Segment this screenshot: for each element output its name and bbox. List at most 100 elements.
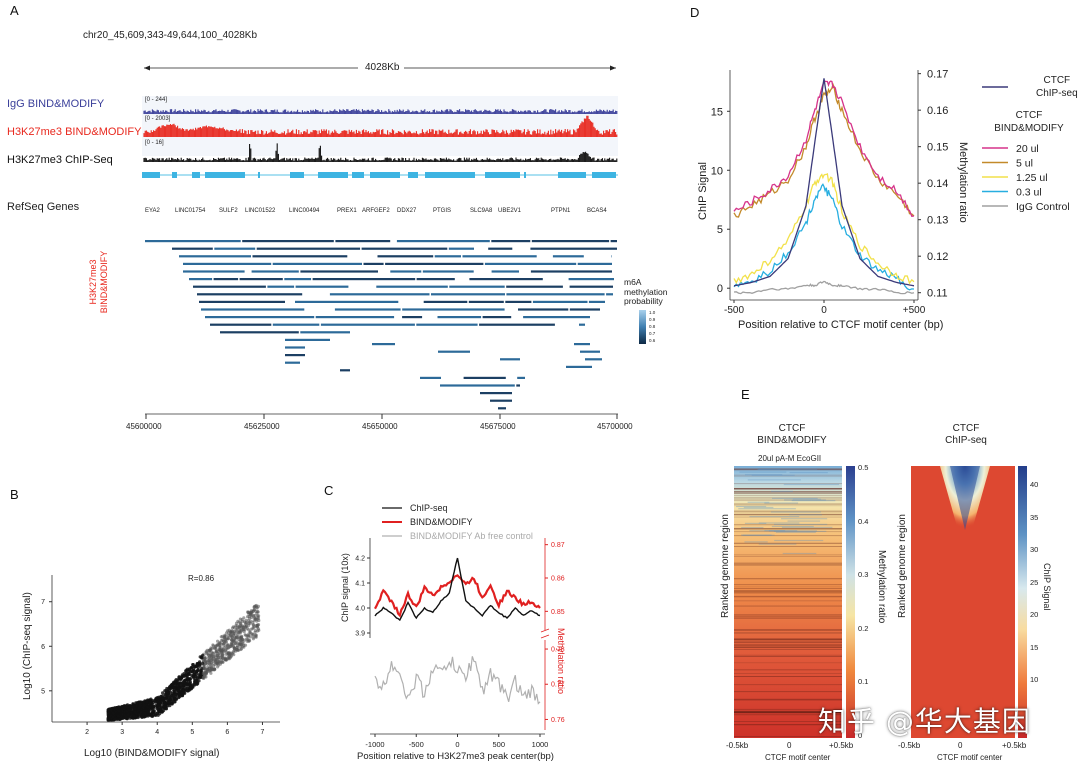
scatter-point [159, 699, 163, 703]
y-tick-label: 10 [711, 165, 723, 177]
scatter-point [211, 655, 215, 659]
scatter-points [106, 603, 261, 722]
heatmap-row-line [734, 645, 842, 646]
read-segment [610, 240, 617, 243]
scatter-point [197, 679, 201, 683]
heatmap-row-line [792, 498, 821, 500]
scatter-point [242, 616, 246, 620]
colorbar-tick-label: 0.2 [858, 623, 869, 633]
scatter-point [109, 707, 113, 711]
track-signal [143, 143, 618, 162]
panel-c-chart: ChIP-seq BIND&MODIFY BIND&MODIFY Ab free c… [355, 503, 564, 749]
scatter-point [126, 713, 130, 717]
read-segment [285, 361, 300, 364]
axis-tick-label: 45625000 [244, 422, 280, 431]
scatter-point [178, 681, 182, 685]
read-segment [500, 358, 520, 361]
scatter-point [145, 705, 149, 709]
heatmap-row-line [768, 530, 817, 532]
heatmap-row-line [789, 514, 822, 516]
scatter-point [254, 609, 258, 614]
read-segment [199, 300, 285, 303]
scatter-point [207, 655, 211, 659]
heatmap-row-line [734, 516, 842, 518]
heatmap-row-line [734, 638, 842, 639]
heatmap-row-line [781, 518, 828, 520]
heatmap-row-line [734, 469, 842, 471]
colorbar-tick-label: 25 [1030, 577, 1039, 587]
read-segment [516, 384, 520, 387]
heatmap-row-line [734, 564, 842, 566]
x-tick-label: -1000 [365, 740, 384, 749]
scatter-point [120, 707, 125, 711]
gene-block [370, 172, 400, 178]
scatter-point [232, 649, 236, 653]
scatter-point [245, 626, 249, 630]
gene-block [352, 172, 364, 178]
track-label-chip-seq: H3K27me3 ChIP-Seq [7, 154, 113, 166]
scatter-point [173, 700, 177, 704]
scatter-point [168, 698, 172, 702]
scatter-point [232, 653, 236, 657]
scatter-point [195, 682, 199, 686]
tracks-background [142, 96, 618, 156]
read-segment [402, 316, 423, 319]
scatter-point [215, 643, 219, 647]
heatmap-row-line [734, 475, 842, 477]
read-segment [285, 338, 330, 341]
heatmap-row-line [745, 474, 783, 476]
scatter-point [224, 637, 229, 641]
heatmap-row-line [734, 562, 842, 564]
scatter-point [117, 709, 121, 713]
span-label: 4028Kb [365, 62, 400, 73]
heatmap-row-line [751, 474, 795, 476]
heatmap-right-colorbar [1018, 466, 1027, 738]
heatmap-row-line [734, 616, 842, 618]
heatmap-row-line [734, 528, 842, 530]
scatter-point [236, 642, 241, 646]
heatmap-row-line [734, 588, 842, 589]
colorbar-tick-label: 15 [1030, 642, 1039, 652]
read-segment [340, 369, 350, 372]
heatmap-left-title: CTCF BIND&MODIFY [752, 423, 832, 447]
panel-d-axes [729, 70, 919, 301]
scatter-point [226, 657, 230, 661]
reads-label-line1: H3K27me3 [88, 259, 98, 305]
heatmap-row-line [734, 498, 842, 500]
heatmap-row-line [734, 514, 842, 516]
heatmap-row-line [744, 522, 767, 524]
legend-tick: 0.9 [649, 317, 656, 322]
methylation-legend-title: m6A methylation probability [624, 277, 667, 307]
heatmap-row-line [734, 644, 842, 645]
colorbar-tick-label: 0.5 [858, 463, 869, 472]
heatmap-left [734, 466, 842, 738]
read-segment [506, 293, 605, 296]
heatmap-row-line [734, 488, 842, 490]
scatter-point [174, 678, 178, 682]
heatmap-row-line [734, 676, 842, 677]
single-molecule-reads [145, 240, 617, 410]
scatter-point [218, 645, 222, 649]
legend-label: ChIP-seq [410, 503, 448, 513]
read-segment [463, 376, 506, 379]
heatmap-row-line [734, 711, 842, 713]
scatter-point [183, 691, 187, 695]
read-segment [300, 331, 350, 334]
legend-chip-title-line2: ChIP-seq [1036, 88, 1078, 99]
heatmap-row-line [734, 691, 842, 693]
panel-d-legend: 20 ul 5 ul 1.25 ul 0.3 ul IgG Control [982, 86, 1070, 213]
read-segment [523, 316, 590, 319]
heatmap-row-line [747, 501, 770, 503]
gene-block [592, 172, 616, 178]
scatter-point [218, 648, 222, 652]
gene-name: EYA2 [145, 208, 160, 214]
read-segment [530, 270, 612, 273]
heatmap-row-line [741, 527, 764, 529]
scatter-point [153, 713, 157, 717]
track-scale-igg: [0 - 244] [145, 97, 168, 103]
scatter-point [200, 666, 204, 670]
read-segment [210, 323, 272, 326]
scatter-point [165, 686, 169, 691]
scatter-point [243, 643, 248, 647]
heatmap-row-line [734, 511, 842, 513]
